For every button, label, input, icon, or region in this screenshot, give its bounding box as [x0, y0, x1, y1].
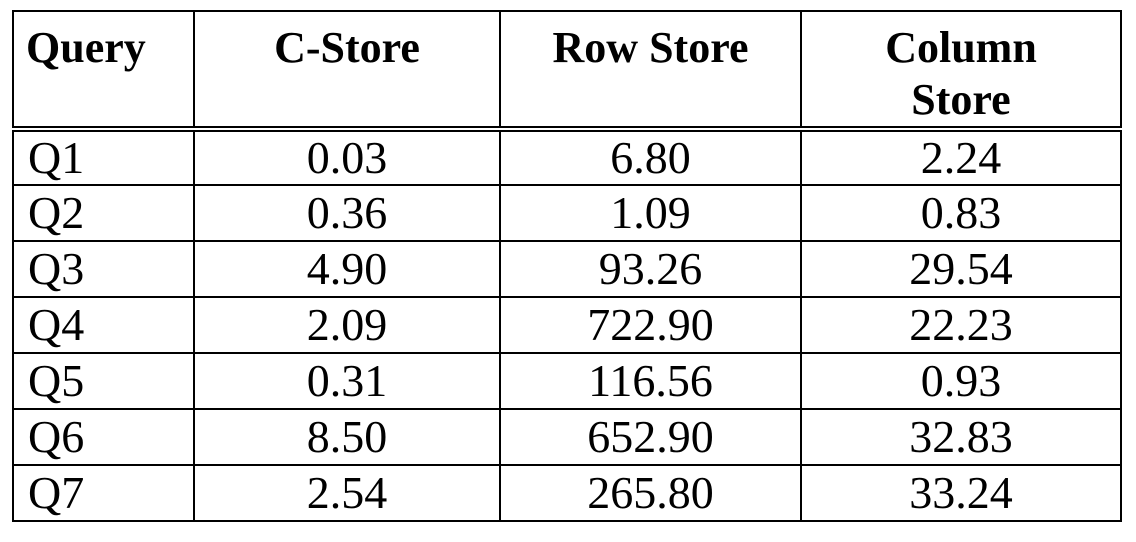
- query-timing-table: Query C-Store Row Store Column Store Q1 …: [12, 10, 1122, 522]
- cell-column-store: 33.24: [800, 464, 1122, 522]
- cell-column-store: 0.83: [800, 184, 1122, 242]
- cell-row-store: 116.56: [499, 352, 802, 410]
- cell-c-store: 0.31: [193, 352, 501, 410]
- cell-row-store: 265.80: [499, 464, 802, 522]
- header-query: Query: [12, 10, 195, 132]
- cell-query: Q7: [12, 464, 195, 522]
- cell-column-store: 29.54: [800, 240, 1122, 298]
- cell-row-store: 652.90: [499, 408, 802, 466]
- cell-c-store: 8.50: [193, 408, 501, 466]
- cell-query: Q5: [12, 352, 195, 410]
- cell-row-store: 93.26: [499, 240, 802, 298]
- header-row-store: Row Store: [499, 10, 802, 132]
- header-c-store: C-Store: [193, 10, 501, 132]
- cell-column-store: 32.83: [800, 408, 1122, 466]
- cell-c-store: 0.36: [193, 184, 501, 242]
- header-column-store-label-line2: Store: [911, 75, 1011, 124]
- cell-column-store: 22.23: [800, 296, 1122, 354]
- cell-c-store: 2.54: [193, 464, 501, 522]
- cell-column-store: 0.93: [800, 352, 1122, 410]
- cell-query: Q2: [12, 184, 195, 242]
- table-row: Q1 0.03 6.80 2.24: [12, 129, 1122, 186]
- table-row: Q4 2.09 722.90 22.23: [12, 296, 1122, 354]
- cell-query: Q6: [12, 408, 195, 466]
- table-row: Q5 0.31 116.56 0.93: [12, 352, 1122, 410]
- cell-row-store: 722.90: [499, 296, 802, 354]
- table-row: Q6 8.50 652.90 32.83: [12, 408, 1122, 466]
- header-row-store-label: Row Store: [552, 23, 749, 72]
- cell-query: Q1: [12, 129, 195, 186]
- cell-c-store: 0.03: [193, 129, 501, 186]
- cell-query: Q4: [12, 296, 195, 354]
- cell-column-store: 2.24: [800, 129, 1122, 186]
- cell-c-store: 2.09: [193, 296, 501, 354]
- table-header-row: Query C-Store Row Store Column Store: [12, 10, 1122, 132]
- table-row: Q7 2.54 265.80 33.24: [12, 464, 1122, 522]
- cell-row-store: 6.80: [499, 129, 802, 186]
- cell-row-store: 1.09: [499, 184, 802, 242]
- table-row: Q2 0.36 1.09 0.83: [12, 184, 1122, 242]
- cell-c-store: 4.90: [193, 240, 501, 298]
- header-column-store-label-line1: Column: [885, 23, 1037, 72]
- cell-query: Q3: [12, 240, 195, 298]
- results-table-container: Query C-Store Row Store Column Store Q1 …: [12, 10, 1122, 522]
- header-c-store-label: C-Store: [274, 23, 420, 72]
- table-row: Q3 4.90 93.26 29.54: [12, 240, 1122, 298]
- header-column-store: Column Store: [800, 10, 1122, 132]
- header-query-label: Query: [26, 23, 146, 72]
